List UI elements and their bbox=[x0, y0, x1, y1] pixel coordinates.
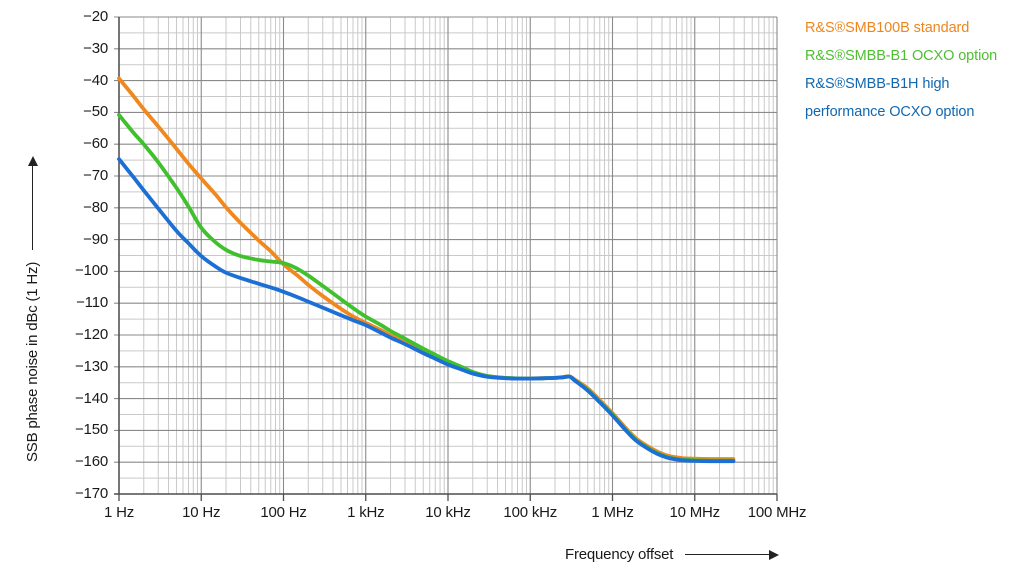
y-tick-label: −80 bbox=[83, 198, 108, 216]
x-tick-label: 1 MHz bbox=[591, 504, 634, 521]
x-tick-label: 100 Hz bbox=[260, 504, 307, 521]
y-axis-label-group: SSB phase noise in dBc (1 Hz) bbox=[24, 155, 41, 462]
chart-legend: R&S®SMB100B standard R&S®SMBB-B1 OCXO opt… bbox=[805, 14, 997, 126]
x-tick-label: 100 kHz bbox=[503, 504, 558, 521]
x-axis-label-group: Frequency offset bbox=[565, 546, 780, 563]
x-tick-label: 1 Hz bbox=[103, 504, 135, 521]
legend-entry: R&S®SMBB-B1 OCXO option bbox=[805, 48, 998, 64]
x-axis-arrow-icon bbox=[685, 549, 780, 561]
y-tick-label: −160 bbox=[75, 453, 108, 471]
y-tick-label: −170 bbox=[75, 485, 108, 502]
legend-entry: R&S®SMB100B standard bbox=[805, 20, 970, 36]
data-curves bbox=[117, 76, 736, 464]
y-tick-label: −70 bbox=[83, 167, 108, 184]
y-axis-arrow-icon bbox=[27, 155, 39, 250]
legend-entry: R&S®SMBB-B1H high bbox=[805, 76, 950, 92]
legend-entry: performance OCXO option bbox=[805, 104, 975, 120]
y-tick-label: −150 bbox=[75, 421, 108, 439]
x-tick-label: 1 kHz bbox=[347, 504, 385, 521]
y-tick-label: −110 bbox=[76, 294, 108, 312]
x-tick-label: 10 MHz bbox=[669, 504, 721, 521]
y-tick-label: −120 bbox=[75, 326, 108, 343]
y-tick-label: −20 bbox=[83, 8, 108, 25]
y-tick-label: −130 bbox=[75, 357, 108, 375]
y-axis-label: SSB phase noise in dBc (1 Hz) bbox=[24, 261, 41, 462]
y-tick-label: −40 bbox=[83, 71, 108, 89]
curve-2 bbox=[117, 157, 736, 464]
x-tick-label: 10 kHz bbox=[425, 504, 471, 521]
y-tick-label: −100 bbox=[75, 262, 108, 280]
x-axis-label: Frequency offset bbox=[565, 546, 674, 563]
x-tick-label: 10 Hz bbox=[182, 504, 221, 521]
y-tick-label: −60 bbox=[83, 135, 108, 153]
grid-lines bbox=[114, 16, 778, 501]
x-tick-label: 100 MHz bbox=[747, 504, 807, 521]
curve-0 bbox=[117, 76, 736, 461]
y-tick-label: −30 bbox=[83, 39, 108, 57]
y-tick-label: −140 bbox=[75, 389, 108, 407]
y-tick-label: −90 bbox=[83, 230, 108, 248]
y-tick-label: −50 bbox=[83, 103, 108, 121]
